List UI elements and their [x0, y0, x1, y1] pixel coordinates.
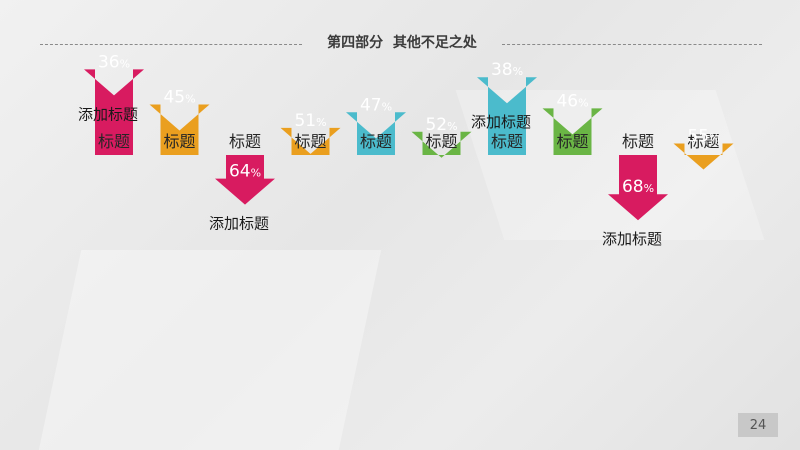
value-number: 52	[425, 115, 447, 135]
arrow-bar	[149, 104, 210, 155]
category-label: 标题	[622, 132, 654, 151]
arrow-bar	[608, 155, 668, 221]
value-unit: %	[513, 65, 523, 78]
value-unit: %	[382, 100, 392, 113]
value-number: 51	[294, 111, 316, 131]
value-number: 45	[163, 88, 185, 108]
arrow-bar	[542, 108, 603, 155]
category-label: 标题	[294, 132, 326, 151]
value-label: 55%	[687, 127, 719, 147]
slide-title: 第四部分 其他不足之处	[327, 35, 477, 51]
header-dashed-line-left	[40, 44, 302, 45]
value-unit: %	[578, 96, 588, 109]
arrow-bar	[215, 155, 275, 205]
category-label: 标题	[98, 132, 130, 151]
value-number: 46	[556, 91, 578, 111]
slide-header: 第四部分 其他不足之处	[40, 30, 762, 54]
annotation-label: 添加标题	[78, 105, 138, 123]
arrow-bar	[673, 143, 734, 170]
page-number: 24	[738, 413, 778, 437]
value-label: 52%	[425, 115, 457, 135]
value-label: 47%	[360, 95, 392, 115]
arrow-bar	[280, 127, 341, 155]
value-unit: %	[644, 182, 654, 195]
value-unit: %	[316, 116, 326, 129]
value-unit: %	[120, 57, 130, 70]
category-label: 标题	[491, 132, 523, 151]
value-label: 45%	[163, 88, 195, 108]
arrow-bar	[411, 131, 472, 158]
value-label: 51%	[294, 111, 326, 131]
value-label: 38%	[491, 60, 523, 80]
value-label: 64%	[229, 162, 261, 182]
header-dashed-line-right	[502, 44, 762, 45]
annotation-label: 添加标题	[209, 215, 269, 233]
value-unit: %	[447, 120, 457, 133]
annotation-label: 添加标题	[471, 113, 531, 131]
value-number: 55	[687, 127, 709, 147]
arrow-bar	[84, 69, 144, 155]
category-label: 标题	[360, 132, 392, 151]
category-label: 标题	[687, 132, 719, 151]
value-number: 64	[229, 162, 251, 182]
category-label: 标题	[163, 132, 195, 151]
value-label: 68%	[622, 177, 654, 197]
value-unit: %	[251, 167, 261, 180]
category-label: 标题	[425, 132, 457, 151]
value-unit: %	[185, 93, 195, 106]
value-label: 36%	[98, 52, 130, 72]
category-label: 标题	[556, 132, 588, 151]
arrow-bar	[477, 77, 537, 155]
category-label: 标题	[229, 132, 261, 151]
value-label: 46%	[556, 91, 588, 111]
value-number: 38	[491, 60, 513, 80]
value-number: 68	[622, 177, 644, 197]
arrow-bar	[346, 112, 406, 155]
value-unit: %	[709, 132, 719, 145]
value-number: 47	[360, 95, 382, 115]
annotation-label: 添加标题	[602, 230, 662, 248]
value-number: 36	[98, 52, 120, 72]
